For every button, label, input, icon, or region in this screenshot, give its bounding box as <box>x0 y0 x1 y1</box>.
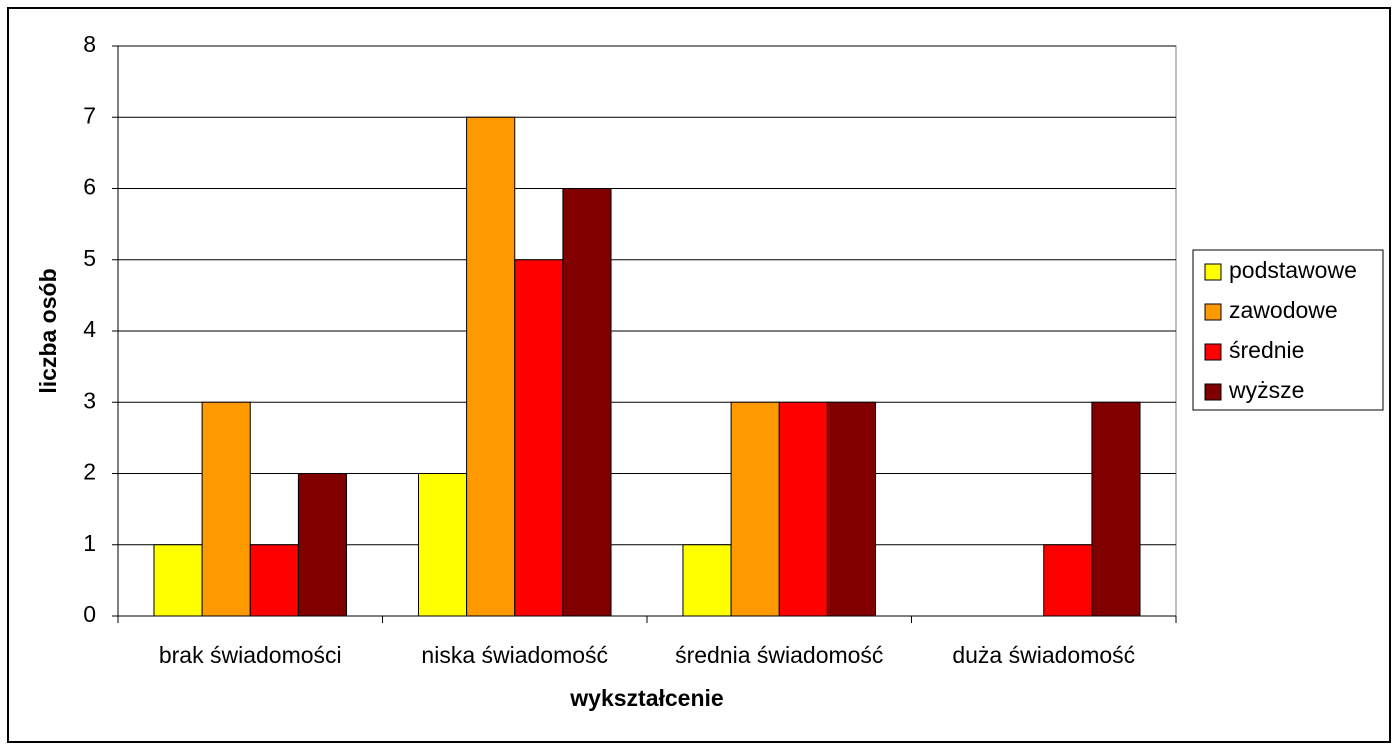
legend-label: wyższe <box>1228 377 1304 403</box>
legend-swatch <box>1204 263 1222 281</box>
bar <box>297 473 348 617</box>
y-tick-label: 4 <box>83 316 96 342</box>
bar <box>1043 544 1093 617</box>
bar <box>562 188 612 617</box>
y-tick-label: 1 <box>83 530 96 556</box>
legend-label: zawodowe <box>1229 297 1338 323</box>
x-axis-title: wykształcenie <box>569 685 723 711</box>
bar <box>514 259 564 617</box>
y-tick-label: 3 <box>83 387 96 413</box>
y-tick-label: 0 <box>83 601 96 627</box>
x-tick-label: średnia świadomość <box>675 642 883 668</box>
bar <box>201 401 251 617</box>
y-tick-label: 7 <box>83 102 96 128</box>
bar <box>466 116 516 617</box>
bar <box>826 401 877 617</box>
legend-swatch <box>1204 303 1222 321</box>
bar <box>417 473 468 617</box>
y-tick-label: 5 <box>83 245 96 271</box>
x-tick-label: duża świadomość <box>952 642 1135 668</box>
bar <box>1091 401 1141 617</box>
x-tick-label: brak świadomości <box>159 642 342 668</box>
bar <box>778 401 828 617</box>
y-axis-title: liczba osób <box>35 268 61 393</box>
bar <box>249 544 299 617</box>
legend-label: podstawowe <box>1229 257 1357 283</box>
legend-label: średnie <box>1229 337 1304 363</box>
legend-swatch <box>1204 343 1222 361</box>
legend-swatch <box>1204 383 1222 401</box>
y-tick-label: 6 <box>83 174 96 200</box>
y-tick-label: 2 <box>83 459 96 485</box>
bar <box>153 544 203 617</box>
bar <box>730 401 780 617</box>
bar <box>682 544 732 617</box>
y-tick-label: 8 <box>83 31 96 57</box>
x-tick-label: niska świadomość <box>421 642 608 668</box>
legend-box <box>1192 249 1384 411</box>
